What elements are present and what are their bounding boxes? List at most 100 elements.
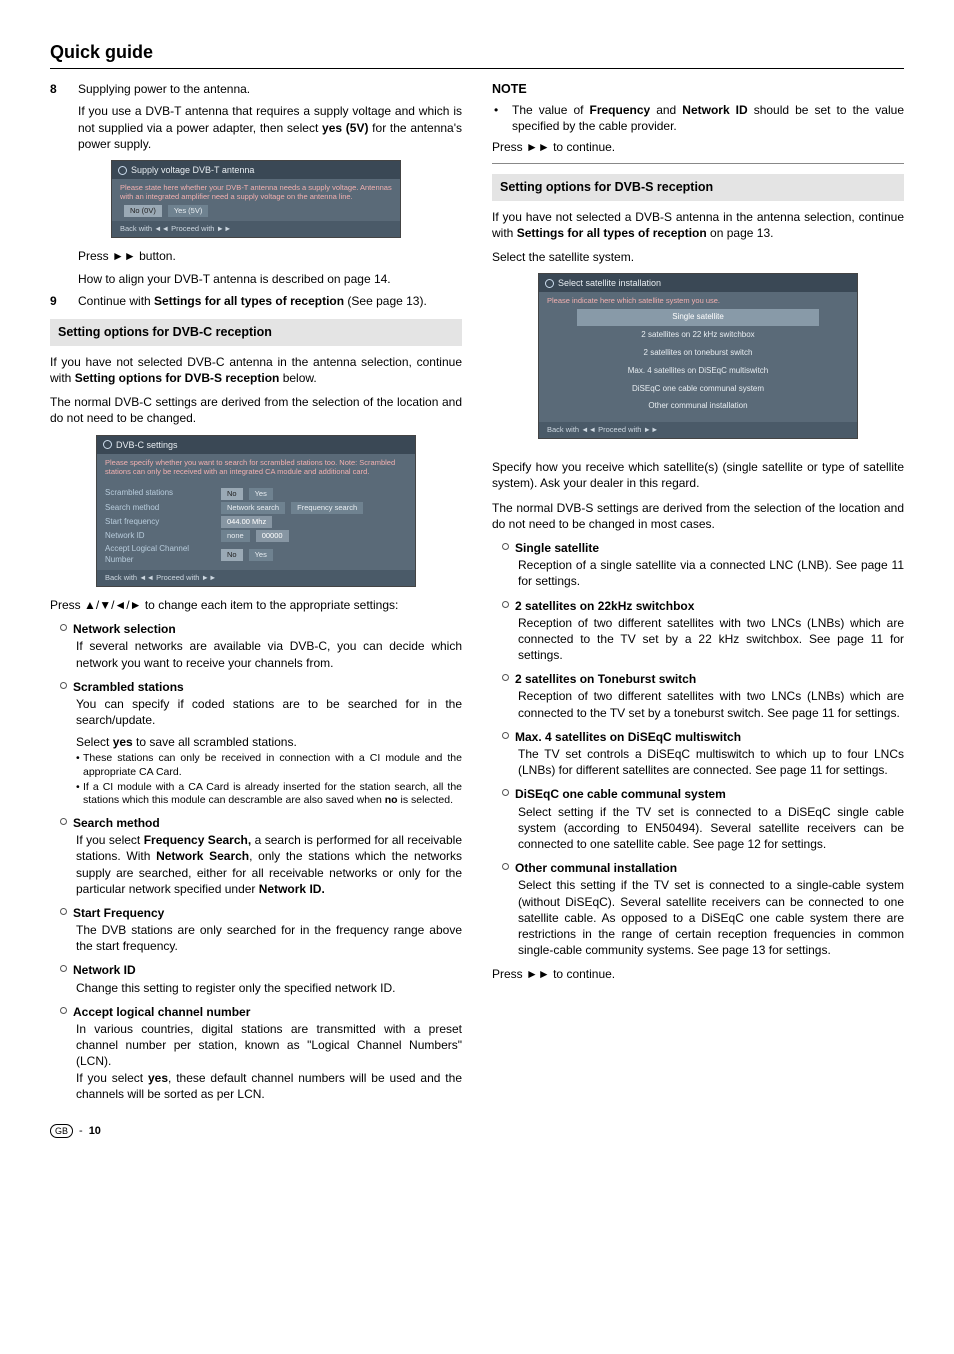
region-badge: GB (50, 1124, 73, 1138)
text: If a CI module with a CA Card is already… (83, 781, 462, 807)
text-bold: Frequency (589, 103, 650, 117)
text: Continue with (78, 294, 154, 308)
input-netid[interactable]: 00000 (256, 530, 289, 542)
bullet-icon (60, 965, 67, 972)
sub-search-method: Search method If you select Frequency Se… (60, 815, 462, 897)
dvbs-continue: Press ►► to continue. (492, 966, 904, 982)
ss-title-text: Supply voltage DVB-T antenna (131, 164, 254, 176)
dot: • (76, 752, 83, 778)
sat-option-5[interactable]: Other communal installation (577, 398, 819, 415)
text-bold: Frequency Search, (144, 833, 251, 847)
step-title: Supplying power to the antenna. (78, 81, 462, 97)
text: Select (76, 735, 113, 749)
row-label: Scrambled stations (105, 488, 215, 499)
right-column: NOTE • The value of Frequency and Networ… (492, 81, 904, 1110)
sub-body: Select this setting if the TV set is con… (518, 877, 904, 958)
sat-option-3[interactable]: Max. 4 satellites on DiSEqC multiswitch (577, 363, 819, 380)
page-number: 10 (89, 1124, 101, 1139)
sub-heading: Accept logical channel number (73, 1004, 250, 1020)
sub-body2: Select yes to save all scrambled station… (76, 734, 462, 750)
gear-icon (118, 166, 127, 175)
opt-no[interactable]: No (221, 549, 243, 561)
dvbs-para2: Select the satellite system. (492, 249, 904, 265)
tiny-note2: •If a CI module with a CA Card is alread… (76, 781, 462, 807)
sub-heading: DiSEqC one cable communal system (515, 786, 726, 802)
section-dvbs-head: Setting options for DVB-S reception (492, 174, 904, 201)
sub-other-communal: Other communal installation Select this … (502, 860, 904, 958)
screenshot-supply-voltage: Supply voltage DVB-T antenna Please stat… (111, 160, 401, 238)
ss-description: Please indicate here which satellite sys… (547, 296, 849, 305)
sub-body: Change this setting to register only the… (76, 980, 462, 996)
sub-body: Reception of two different satellites wi… (518, 688, 904, 720)
left-column: 8 Supplying power to the antenna. If you… (50, 81, 462, 1110)
bullet-icon (502, 543, 509, 550)
sub-network-id: Network ID Change this setting to regist… (60, 962, 462, 995)
row-label: Network ID (105, 531, 215, 542)
footer-dash: - (79, 1124, 83, 1139)
sub-body: Reception of two different satellites wi… (518, 615, 904, 664)
sub-start-freq: Start Frequency The DVB stations are onl… (60, 905, 462, 955)
text: and (650, 103, 682, 117)
sat-option-4[interactable]: DiSEqC one cable communal system (577, 381, 819, 398)
input-startfreq[interactable]: 044.00 Mhz (221, 516, 272, 528)
sub-heading: Network selection (73, 621, 176, 637)
sub-body: The DVB stations are only searched for i… (76, 922, 462, 954)
dvbs-para1: If you have not selected a DVB-S antenna… (492, 209, 904, 241)
text: on page 13. (707, 226, 774, 240)
text: If you select (76, 833, 144, 847)
sub-body2: If you select yes, these default channel… (76, 1070, 462, 1102)
screenshot-dvbc-settings: DVB-C settings Please specify whether yo… (96, 435, 416, 587)
text-bold: yes (5V) (322, 121, 368, 135)
ss-title-text: DVB-C settings (116, 439, 178, 451)
step-number: 8 (50, 81, 78, 97)
text-bold: Setting options for DVB-S reception (75, 371, 280, 385)
opt-no[interactable]: No (221, 488, 243, 500)
sub-body: If you select Frequency Search, a search… (76, 832, 462, 897)
ss-description: Please state here whether your DVB-T ant… (120, 183, 392, 201)
step8-para1: If you use a DVB-T antenna that requires… (50, 103, 462, 152)
content-columns: 8 Supplying power to the antenna. If you… (50, 81, 904, 1110)
bullet-icon (502, 863, 509, 870)
step9-body: Continue with Settings for all types of … (78, 293, 462, 309)
sat-option-0[interactable]: Single satellite (577, 309, 819, 326)
gear-icon (545, 279, 554, 288)
opt-yes[interactable]: Yes (249, 549, 273, 561)
option-no[interactable]: No (0V) (124, 205, 162, 217)
ss-description: Please specify whether you want to searc… (105, 458, 407, 476)
note-bullet: • The value of Frequency and Network ID … (492, 102, 904, 134)
bullet-icon (502, 601, 509, 608)
text: If you select (76, 1071, 148, 1085)
divider (492, 163, 904, 164)
dvbc-para1: If you have not selected DVB-C antenna i… (50, 354, 462, 386)
bullet-icon (502, 674, 509, 681)
sub-lcn: Accept logical channel number In various… (60, 1004, 462, 1102)
section-dvbc-head: Setting options for DVB-C reception (50, 319, 462, 346)
sat-option-2[interactable]: 2 satellites on toneburst switch (577, 345, 819, 362)
sub-heading: Other communal installation (515, 860, 677, 876)
row-label: Accept Logical Channel Number (105, 544, 215, 566)
text-bold: Network ID (682, 103, 747, 117)
opt-none[interactable]: none (221, 530, 250, 542)
opt-frequency[interactable]: Frequency search (291, 502, 363, 514)
dvbs-para3: Specify how you receive which satellite(… (492, 459, 904, 491)
sub-diseqc-multi: Max. 4 satellites on DiSEqC multiswitch … (502, 729, 904, 779)
sat-option-1[interactable]: 2 satellites on 22 kHz switchbox (577, 327, 819, 344)
sub-22khz: 2 satellites on 22kHz switchbox Receptio… (502, 598, 904, 664)
bullet-icon: • (492, 102, 512, 134)
sub-single-sat: Single satellite Reception of a single s… (502, 540, 904, 590)
sub-heading: Max. 4 satellites on DiSEqC multiswitch (515, 729, 741, 745)
opt-network[interactable]: Network search (221, 502, 285, 514)
option-yes[interactable]: Yes (5V) (168, 205, 209, 217)
text-bold: yes (148, 1071, 168, 1085)
opt-yes[interactable]: Yes (249, 488, 273, 500)
gear-icon (103, 440, 112, 449)
text-bold: Network ID. (259, 882, 325, 896)
sub-network-selection: Network selection If several networks ar… (60, 621, 462, 671)
bullet-icon (60, 818, 67, 825)
bullet-icon (502, 732, 509, 739)
row-label: Search method (105, 503, 215, 514)
step8-align: How to align your DVB-T antenna is descr… (50, 271, 462, 287)
sub-toneburst: 2 satellites on Toneburst switch Recepti… (502, 671, 904, 721)
bullet-icon (60, 682, 67, 689)
note-text: The value of Frequency and Network ID sh… (512, 102, 904, 134)
